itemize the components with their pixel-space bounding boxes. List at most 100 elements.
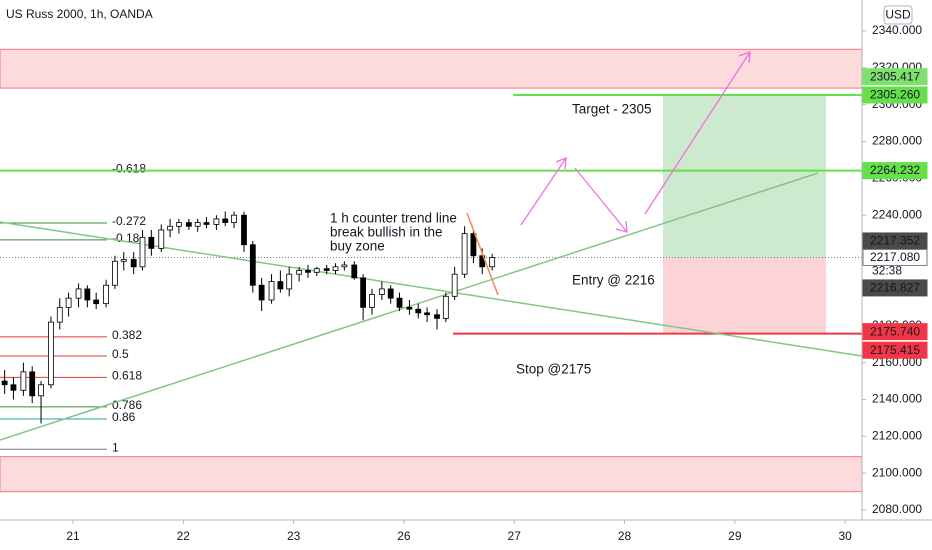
candle-body <box>341 264 348 268</box>
y-tick-label: 2120.000 <box>872 429 922 443</box>
price-label: 2175.415 <box>870 343 920 357</box>
candle-body <box>120 259 127 262</box>
candle-body <box>305 270 311 273</box>
candle-body <box>241 214 247 246</box>
price-label-box <box>862 86 928 104</box>
y-tick-label: 2100.000 <box>872 465 922 479</box>
y-tick-label: 2080.000 <box>872 502 922 516</box>
candle-body <box>48 321 54 386</box>
fib-label: -0.272 <box>112 214 146 228</box>
arrow <box>520 157 567 226</box>
candle-body <box>461 233 468 275</box>
candle-body <box>213 218 220 225</box>
candle-body <box>313 268 320 273</box>
candle-body <box>258 284 265 301</box>
x-tick-label: 22 <box>177 529 191 543</box>
price-label-box <box>862 323 928 341</box>
counter-trend-line <box>466 212 499 296</box>
candle-body <box>56 306 63 323</box>
candle-body <box>75 288 82 299</box>
y-tick-label: 2280.000 <box>872 134 922 148</box>
candle-body <box>249 244 256 286</box>
candle-body <box>378 288 385 295</box>
price-label-box <box>862 279 928 297</box>
supply-demand-zone <box>0 48 863 89</box>
candle-body <box>442 295 449 319</box>
x-tick-label: 29 <box>728 529 742 543</box>
candle-body <box>10 384 17 391</box>
loss-zone <box>663 257 826 334</box>
x-tick-label: 27 <box>508 529 522 543</box>
price-label-box <box>862 232 928 250</box>
candle-body <box>112 260 118 286</box>
candle-body <box>231 214 237 223</box>
candle-body <box>20 371 27 391</box>
arrow <box>574 167 628 233</box>
candle-body <box>130 259 137 268</box>
countdown: 32:38 <box>872 264 902 278</box>
candle-body <box>1 380 8 386</box>
price-label: 2305.417 <box>870 69 920 83</box>
candles-layer <box>1 211 496 424</box>
time-axis <box>0 520 932 550</box>
candle-body <box>139 236 146 268</box>
candle-body <box>451 273 458 297</box>
projection-arrows <box>520 51 751 233</box>
candle-body <box>296 270 303 275</box>
candle-body <box>323 268 330 271</box>
candle-body <box>65 297 72 308</box>
candle-body <box>176 222 182 227</box>
fib-label: 0.382 <box>112 328 142 342</box>
candle-body <box>351 264 358 279</box>
fib-label: 1 <box>112 440 119 454</box>
candle-body <box>185 222 192 227</box>
price-label-box <box>862 248 928 266</box>
price-label-box <box>862 68 928 86</box>
price-label: 2175.740 <box>870 324 920 338</box>
fib-label: 0.618 <box>112 369 142 383</box>
candle-body <box>470 233 477 257</box>
x-tick-label: 26 <box>397 529 411 543</box>
x-tick-label: 28 <box>618 529 632 543</box>
trend-note: 1 h counter trend line <box>330 211 457 226</box>
trend-note: buy zone <box>330 239 385 254</box>
candle-body <box>360 277 367 308</box>
x-tick-label: 30 <box>838 529 852 543</box>
price-label-box <box>862 341 928 359</box>
axis-layer: 2080.0002100.0002120.0002140.0002160.000… <box>66 23 928 543</box>
candle-body <box>167 225 173 231</box>
price-label-box <box>862 162 928 180</box>
fib-label: -0.618 <box>112 162 146 176</box>
candle-body <box>194 222 201 227</box>
y-tick-label: 2140.000 <box>872 392 922 406</box>
price-label: 2217.080 <box>870 250 920 264</box>
candle-body <box>203 222 210 225</box>
fib-label: -0.18 <box>112 231 140 245</box>
currency-button[interactable] <box>883 5 913 25</box>
candle-body <box>424 312 430 316</box>
fib-label: 0.5 <box>112 347 129 361</box>
profit-zone <box>663 94 826 258</box>
candle-body <box>489 257 496 268</box>
price-label: 2217.352 <box>870 234 920 248</box>
supply-demand-zone <box>0 456 863 493</box>
price-label: 2216.827 <box>870 281 920 295</box>
candle-body <box>222 218 229 223</box>
candle-body <box>103 284 110 305</box>
candle-body <box>387 288 394 299</box>
candle-body <box>38 384 44 397</box>
candle-body <box>406 306 413 310</box>
arrow <box>644 51 751 215</box>
currency[interactable]: USD <box>885 8 911 22</box>
price-label: 2264.232 <box>870 163 920 177</box>
trend-note: break bullish in the <box>330 225 443 240</box>
y-tick-label: 2340.000 <box>872 23 922 37</box>
stop-note: Stop @2175 <box>516 362 591 377</box>
candle-body <box>93 299 100 305</box>
candle-body <box>396 297 403 308</box>
candle-body <box>148 236 155 249</box>
candle-body <box>434 314 440 319</box>
x-tick-label: 23 <box>287 529 301 543</box>
